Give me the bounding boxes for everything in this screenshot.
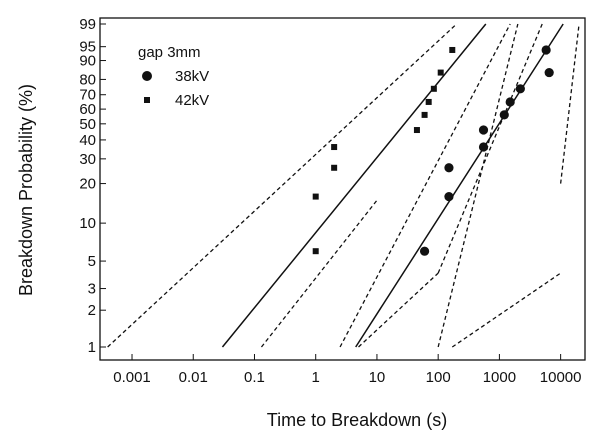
y-tick-label: 80	[79, 71, 96, 88]
data-point-38kv	[515, 84, 525, 94]
legend: gap 3mm 38kV 42kV	[138, 44, 209, 109]
data-point-38kv	[544, 67, 554, 78]
y-axis-title: Breakdown Probability (%)	[16, 84, 36, 296]
data-point-38kv	[499, 110, 509, 120]
data-point-42kv	[331, 144, 338, 151]
y-tick-label: 3	[88, 281, 96, 298]
data-point-38kv	[478, 142, 489, 152]
confidence-bounds	[107, 23, 580, 348]
confidence-bound-line	[358, 272, 439, 348]
confidence-bound-line	[437, 23, 543, 274]
legend-label-42kv: 42kV	[175, 92, 209, 109]
data-point-38kv	[419, 246, 430, 256]
legend-marker-38kv	[142, 71, 152, 81]
legend-marker-42kv	[144, 97, 150, 103]
y-tick-label: 70	[79, 87, 96, 104]
x-tick-label: 0.01	[179, 369, 208, 386]
fit-line	[221, 23, 487, 348]
data-points	[312, 45, 554, 256]
data-point-38kv	[444, 163, 454, 173]
x-tick-label: 1000	[483, 369, 516, 386]
y-tick-label: 95	[79, 39, 96, 56]
y-tick-label: 99	[79, 16, 96, 33]
y-tick-label: 20	[79, 176, 96, 193]
y-tick-label: 5	[88, 253, 96, 270]
data-point-38kv	[478, 125, 489, 135]
plot-frame	[99, 17, 586, 361]
fit-lines	[221, 23, 564, 348]
data-point-42kv	[430, 85, 437, 92]
plot-border	[99, 17, 586, 361]
legend-label-38kv: 38kV	[175, 68, 209, 85]
x-tick-label: 0.001	[113, 369, 151, 386]
data-point-42kv	[449, 46, 456, 53]
data-point-42kv	[312, 193, 319, 200]
x-tick-label: 10000	[540, 369, 582, 386]
x-tick-label: 10	[369, 369, 386, 386]
confidence-bound-line	[451, 272, 561, 348]
x-tick-label: 1	[312, 369, 320, 386]
confidence-bound-line	[107, 23, 458, 348]
data-point-42kv	[421, 111, 428, 118]
x-tick-label: 100	[426, 369, 451, 386]
data-point-38kv	[444, 191, 454, 202]
y-tick-label: 50	[79, 116, 96, 133]
data-point-42kv	[425, 98, 432, 105]
y-tick-label: 60	[79, 101, 96, 118]
data-point-42kv	[437, 69, 444, 76]
y-tick-label: 2	[88, 302, 96, 319]
data-point-42kv	[413, 127, 420, 134]
axis-ticks: 0.001 0.01 0.1 1 10 100 1000 10000 1 2 3 5 10 20 30 405…	[79, 16, 581, 386]
x-axis-title: Time to Breakdown (s)	[267, 410, 447, 430]
fit-line	[355, 23, 564, 348]
y-tick-label: 30	[79, 151, 96, 168]
confidence-bound-line	[260, 199, 378, 348]
confidence-bound-line	[437, 23, 519, 348]
data-point-38kv	[505, 97, 515, 107]
confidence-bound-line	[559, 23, 580, 184]
data-point-38kv	[541, 45, 551, 55]
y-tick-label: 90	[79, 53, 96, 70]
x-tick-label: 0.1	[244, 369, 265, 386]
y-tick-label: 1	[88, 339, 96, 356]
y-tick-label: 10	[79, 215, 96, 232]
legend-title: gap 3mm	[138, 44, 201, 61]
y-tick-label: 40	[79, 132, 96, 149]
data-point-42kv	[331, 164, 338, 171]
data-point-42kv	[312, 248, 319, 255]
confidence-bound-line	[339, 23, 511, 348]
